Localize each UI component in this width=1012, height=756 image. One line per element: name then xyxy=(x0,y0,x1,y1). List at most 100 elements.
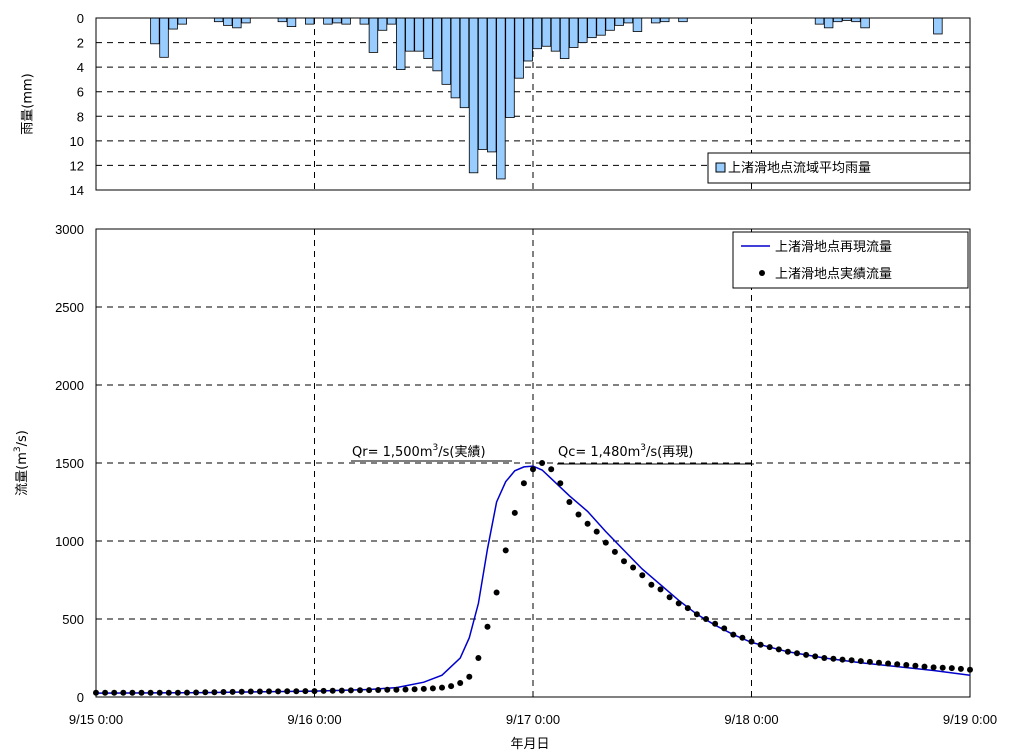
observed-discharge-point xyxy=(866,658,873,665)
rain-bar xyxy=(368,17,379,53)
flow-y-tick-label: 1500 xyxy=(55,456,84,471)
observed-discharge-point xyxy=(748,638,755,645)
observed-discharge-point xyxy=(347,687,354,694)
annotation-simulated-tail: /s(再現) xyxy=(646,445,693,460)
observed-discharge-point xyxy=(557,480,564,487)
rain-legend-box xyxy=(707,152,971,184)
rain-bar xyxy=(660,17,670,23)
observed-discharge-point xyxy=(948,665,955,672)
observed-discharge-point xyxy=(575,511,582,518)
observed-discharge-point xyxy=(721,625,728,632)
rain-y-tick-label: 10 xyxy=(70,134,84,149)
rain-y-axis-label: 雨量(mm) xyxy=(21,73,36,134)
rain-bar xyxy=(232,17,242,29)
observed-discharge-point xyxy=(238,688,245,695)
observed-discharge-point xyxy=(520,480,527,487)
rain-y-tick-label: 6 xyxy=(77,85,84,100)
observed-discharge-point xyxy=(730,631,737,638)
rain-bar xyxy=(823,17,834,29)
flow-legend-label-observed: 上渚滑地点実績流量 xyxy=(775,266,892,282)
rain-bar xyxy=(487,17,497,153)
observed-discharge-point xyxy=(784,648,791,655)
observed-discharge-point xyxy=(848,657,855,664)
rain-bar xyxy=(277,17,288,23)
rain-panel: 0 2 4 6 8 10 12 14 雨量(mm) 上渚滑地点流域平均雨量 xyxy=(21,11,971,198)
rain-y-tick-label: 12 xyxy=(70,158,84,173)
observed-discharge-point xyxy=(693,611,700,618)
annotation-observed-peak-text: Qr= 1,500m3/s(実績) xyxy=(352,443,486,460)
observed-discharge-point xyxy=(284,688,291,695)
rain-plot-frame xyxy=(95,17,971,191)
rain-y-tick-label: 14 xyxy=(70,183,84,198)
observed-discharge-point xyxy=(511,509,518,516)
observed-discharge-point xyxy=(794,650,800,657)
observed-discharge-point xyxy=(393,686,400,693)
observed-discharge-point xyxy=(839,656,846,663)
observed-discharge-point xyxy=(402,686,409,693)
observed-discharge-point xyxy=(630,564,637,571)
flow-y-axis-label-main: 流量(m xyxy=(15,452,30,496)
rain-bar xyxy=(477,17,488,150)
rain-bar xyxy=(359,17,370,25)
observed-discharge-point xyxy=(639,572,646,579)
flow-x-axis-label: 年月日 xyxy=(510,737,549,752)
annotation-observed-tail: /s(実績) xyxy=(438,444,485,460)
flow-legend-box xyxy=(732,231,969,289)
annotation-simulated-sup: 3 xyxy=(640,443,646,453)
flow-x-tick-label: 9/17 0:00 xyxy=(506,712,560,727)
flow-x-tick-labels: 9/15 0:00 9/16 0:00 9/17 0:00 9/18 0:00 9/19… xyxy=(69,712,997,727)
rain-bar xyxy=(614,17,624,26)
observed-discharge-point xyxy=(876,659,882,666)
observed-discharge-point xyxy=(885,660,892,667)
observed-discharge-point xyxy=(229,688,236,695)
observed-discharge-point xyxy=(384,686,391,693)
flow-y-tick-label: 3000 xyxy=(55,222,84,237)
observed-discharge-point xyxy=(611,548,618,555)
rain-bar xyxy=(377,17,388,31)
rain-bar xyxy=(304,17,315,25)
observed-discharge-point xyxy=(320,687,327,694)
rain-bars xyxy=(150,17,943,180)
observed-discharge-point xyxy=(439,684,445,691)
observed-discharge-point xyxy=(939,664,946,671)
observed-discharge-point xyxy=(475,655,482,661)
rain-bar xyxy=(159,17,169,58)
observed-discharge-point xyxy=(129,689,136,696)
rain-bar xyxy=(833,17,843,23)
flow-y-tick-label: 2500 xyxy=(55,300,84,315)
rain-bar xyxy=(596,17,606,36)
rain-y-tick-labels: 0 2 4 6 8 10 12 14 xyxy=(70,11,84,198)
observed-discharge-point xyxy=(256,688,263,695)
flow-y-axis-label-sup: 3 xyxy=(13,446,23,452)
rain-bar xyxy=(541,17,552,47)
observed-discharge-point xyxy=(648,581,655,588)
rain-bar xyxy=(450,17,461,99)
observed-discharge-point xyxy=(247,688,254,695)
rain-bar xyxy=(286,17,297,28)
rain-bar xyxy=(168,17,178,30)
flow-y-axis-label-tail: /s) xyxy=(15,430,30,446)
observed-discharge-point xyxy=(821,655,828,661)
flow-panel: 0 500 1000 1500 2000 2500 3000 9/15 0:00 9/16 0… xyxy=(13,222,998,752)
observed-discharge-point xyxy=(156,689,163,696)
observed-discharge-point xyxy=(657,586,664,593)
rain-y-tick-label: 4 xyxy=(77,60,84,75)
observed-discharge-point xyxy=(184,689,190,696)
observed-discharge-point xyxy=(921,663,928,670)
observed-discharge-point xyxy=(775,646,782,653)
rain-bar xyxy=(441,17,451,85)
rain-bar xyxy=(569,17,579,48)
observed-discharge-point xyxy=(102,689,109,696)
observed-discharge-point xyxy=(584,520,591,527)
observed-discharge-point xyxy=(338,687,345,694)
observed-discharge-point xyxy=(566,499,573,505)
observed-discharge-point xyxy=(420,685,427,692)
observed-discharge-point xyxy=(366,687,373,694)
flow-x-tick-label: 9/15 0:00 xyxy=(69,712,123,727)
observed-discharge-point xyxy=(429,685,436,692)
observed-discharge-point xyxy=(684,605,691,612)
rain-y-tick-label: 0 xyxy=(77,11,84,26)
flow-y-tick-label: 2000 xyxy=(55,378,84,393)
flow-y-tick-label: 0 xyxy=(77,690,84,705)
